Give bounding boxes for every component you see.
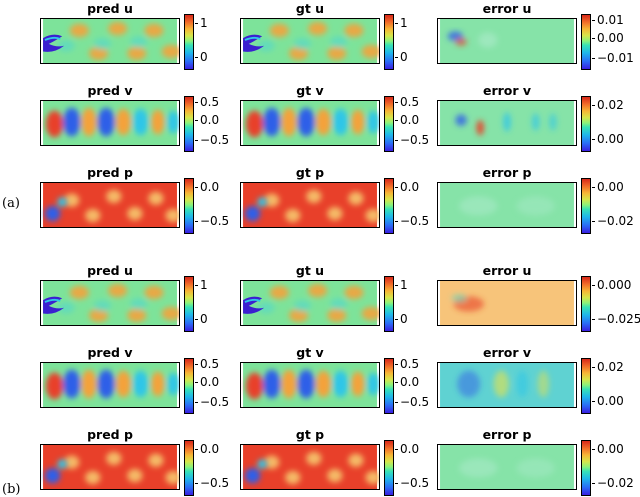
- field-image: [437, 18, 577, 64]
- colorbar: [581, 14, 591, 70]
- colorbar: [581, 358, 591, 414]
- colorbar-tick-label: 0.02: [592, 360, 624, 375]
- colorbar-tick-label: −0.5: [194, 394, 230, 409]
- subplot-title: error p: [482, 165, 532, 180]
- field-image: [437, 100, 577, 146]
- colorbar: [384, 358, 394, 414]
- subplot-title: error u: [482, 263, 532, 278]
- field-image: [240, 280, 380, 326]
- subfigure-label: (a): [2, 196, 20, 211]
- subplot-title: error v: [482, 83, 532, 98]
- colorbar-tick-label: 0.5: [394, 94, 420, 109]
- field-image: [40, 362, 180, 408]
- field-image: [240, 444, 380, 490]
- colorbar-tick-label: −0.5: [394, 132, 430, 147]
- field-image: [40, 100, 180, 146]
- colorbar-tick-label: −0.5: [394, 394, 430, 409]
- field-image: [240, 18, 380, 64]
- colorbar-tick-label: 0.5: [194, 94, 220, 109]
- colorbar-tick-label: 0.00: [592, 442, 624, 457]
- colorbar-tick-label: 0: [395, 311, 408, 326]
- colorbar: [581, 440, 591, 496]
- colorbar: [184, 276, 194, 332]
- subplot-title: pred u: [87, 1, 133, 16]
- colorbar-tick-label: 0.0: [394, 113, 420, 128]
- colorbar-tick-label: 1: [195, 278, 208, 293]
- field-image: [40, 444, 180, 490]
- colorbar-tick-label: −0.5: [194, 475, 230, 490]
- subplot-title: pred p: [87, 427, 133, 442]
- colorbar-tick-label: 0.0: [394, 375, 420, 390]
- colorbar-tick-label: 0.0: [194, 442, 220, 457]
- subplot-title: pred v: [87, 83, 133, 98]
- colorbar: [581, 178, 591, 234]
- colorbar: [184, 96, 194, 152]
- colorbar-tick-label: −0.025: [591, 311, 640, 326]
- colorbar-tick-label: 0.0: [394, 442, 420, 457]
- subplot-title: pred p: [87, 165, 133, 180]
- colorbar-tick-label: 1: [395, 278, 408, 293]
- colorbar-tick-label: 0.000: [591, 278, 632, 293]
- subplot-title: gt v: [296, 83, 324, 98]
- subplot-title: gt u: [295, 263, 325, 278]
- field-image: [437, 280, 577, 326]
- colorbar-tick-label: −0.02: [592, 475, 634, 490]
- colorbar-tick-label: 0.0: [194, 180, 220, 195]
- colorbar: [384, 276, 394, 332]
- colorbar-tick-label: 1: [395, 16, 408, 31]
- colorbar-tick-label: 0: [395, 49, 408, 64]
- colorbar: [384, 14, 394, 70]
- field-image: [40, 182, 180, 228]
- colorbar-tick-label: 0.02: [592, 98, 624, 113]
- colorbar-tick-label: 0.5: [394, 356, 420, 371]
- colorbar-tick-label: 0.01: [592, 12, 624, 27]
- colorbar-tick-label: −0.5: [394, 213, 430, 228]
- colorbar: [581, 96, 591, 152]
- subfigure-label: (b): [2, 482, 21, 497]
- colorbar-tick-label: −0.5: [194, 132, 230, 147]
- field-image: [437, 182, 577, 228]
- colorbar-tick-label: −0.5: [394, 475, 430, 490]
- colorbar-tick-label: 0.5: [194, 356, 220, 371]
- colorbar: [184, 358, 194, 414]
- colorbar-tick-label: 0.00: [592, 31, 624, 46]
- colorbar-tick-label: 1: [195, 16, 208, 31]
- subplot-title: gt p: [295, 165, 325, 180]
- colorbar: [581, 276, 591, 332]
- colorbar-tick-label: 0.0: [194, 113, 220, 128]
- subplot-title: pred u: [87, 263, 133, 278]
- colorbar-tick-label: 0: [195, 49, 208, 64]
- colorbar-tick-label: −0.01: [592, 50, 634, 65]
- colorbar: [384, 178, 394, 234]
- colorbar: [184, 440, 194, 496]
- colorbar-tick-label: 0.00: [592, 180, 624, 195]
- field-image: [437, 444, 577, 490]
- colorbar: [384, 440, 394, 496]
- field-image: [40, 280, 180, 326]
- colorbar: [184, 178, 194, 234]
- colorbar-tick-label: 0.00: [592, 393, 624, 408]
- field-image: [240, 182, 380, 228]
- colorbar: [384, 96, 394, 152]
- subplot-title: gt u: [295, 1, 325, 16]
- colorbar-tick-label: −0.5: [194, 213, 230, 228]
- subplot-title: error v: [482, 345, 532, 360]
- subplot-title: gt v: [296, 345, 324, 360]
- subplot-title: error u: [482, 1, 532, 16]
- subplot-title: gt p: [295, 427, 325, 442]
- subplot-title: pred v: [87, 345, 133, 360]
- colorbar-tick-label: 0: [195, 311, 208, 326]
- subplot-title: error p: [482, 427, 532, 442]
- colorbar: [184, 14, 194, 70]
- colorbar-tick-label: −0.02: [592, 213, 634, 228]
- field-image: [437, 362, 577, 408]
- field-image: [240, 100, 380, 146]
- field-image: [40, 18, 180, 64]
- field-image: [240, 362, 380, 408]
- colorbar-tick-label: 0.00: [592, 131, 624, 146]
- colorbar-tick-label: 0.0: [194, 375, 220, 390]
- colorbar-tick-label: 0.0: [394, 180, 420, 195]
